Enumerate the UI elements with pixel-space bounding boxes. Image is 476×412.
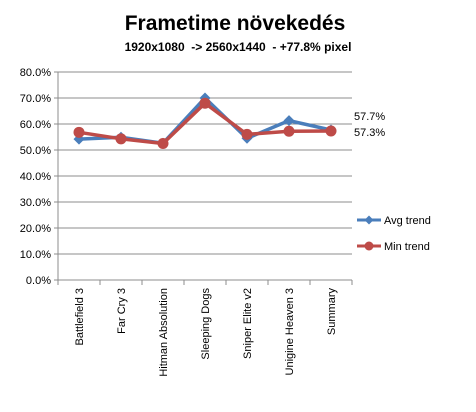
chart-title: Frametime növekedés xyxy=(125,12,346,35)
data-labels: 57.7% 57.3% xyxy=(354,111,385,139)
y-tick-labels: 0.0% 10.0% 20.0% 30.0% 40.0% 50.0% 60.0% 70.0% 8… xyxy=(20,67,51,287)
data-point-circle xyxy=(283,125,295,137)
x-tick-label: Sniper Elite v2 xyxy=(242,288,254,359)
y-tick-label: 10.0% xyxy=(20,249,51,261)
data-label: 57.3% xyxy=(354,127,385,139)
x-tick-label: Unigine Heaven 3 xyxy=(284,288,296,375)
x-tick-label: Summary xyxy=(326,288,338,336)
data-point-circle xyxy=(157,138,169,149)
data-label: 57.7% xyxy=(354,111,385,123)
x-tick-label: Sleeping Dogs xyxy=(200,288,212,360)
gridlines xyxy=(58,71,352,255)
data-point-circle xyxy=(115,133,127,145)
x-tick-labels: Battlefield 3 Far Cry 3 Hitman Absolution S… xyxy=(74,288,338,377)
legend-entry: Min trend xyxy=(384,241,430,253)
data-point-circle xyxy=(241,128,253,140)
x-tick-label: Hitman Absolution xyxy=(158,288,170,377)
y-tick-label: 80.0% xyxy=(20,67,51,79)
legend-entry: Avg trend xyxy=(384,215,431,227)
y-tick-label: 30.0% xyxy=(20,197,51,209)
data-point-diamond xyxy=(283,115,295,127)
y-tick-label: 60.0% xyxy=(20,119,51,131)
data-point-circle xyxy=(73,126,85,138)
x-tick-label: Battlefield 3 xyxy=(74,288,86,345)
y-tick-label: 40.0% xyxy=(20,171,51,183)
y-tick-label: 50.0% xyxy=(20,145,51,157)
series xyxy=(73,92,337,149)
y-tick-label: 20.0% xyxy=(20,223,51,235)
chart-subtitle: 1920x1080 -> 2560x1440 - +77.8% pixel xyxy=(125,40,352,54)
data-point-circle xyxy=(199,97,211,109)
axes xyxy=(54,71,353,285)
y-tick-label: 70.0% xyxy=(20,93,51,105)
legend-marker-circle xyxy=(364,241,374,251)
legend: Avg trend Min trend xyxy=(357,215,431,253)
x-tick-label: Far Cry 3 xyxy=(116,288,128,334)
data-point-circle xyxy=(325,125,337,137)
y-tick-label: 0.0% xyxy=(26,275,51,287)
legend-marker-diamond xyxy=(364,215,374,225)
